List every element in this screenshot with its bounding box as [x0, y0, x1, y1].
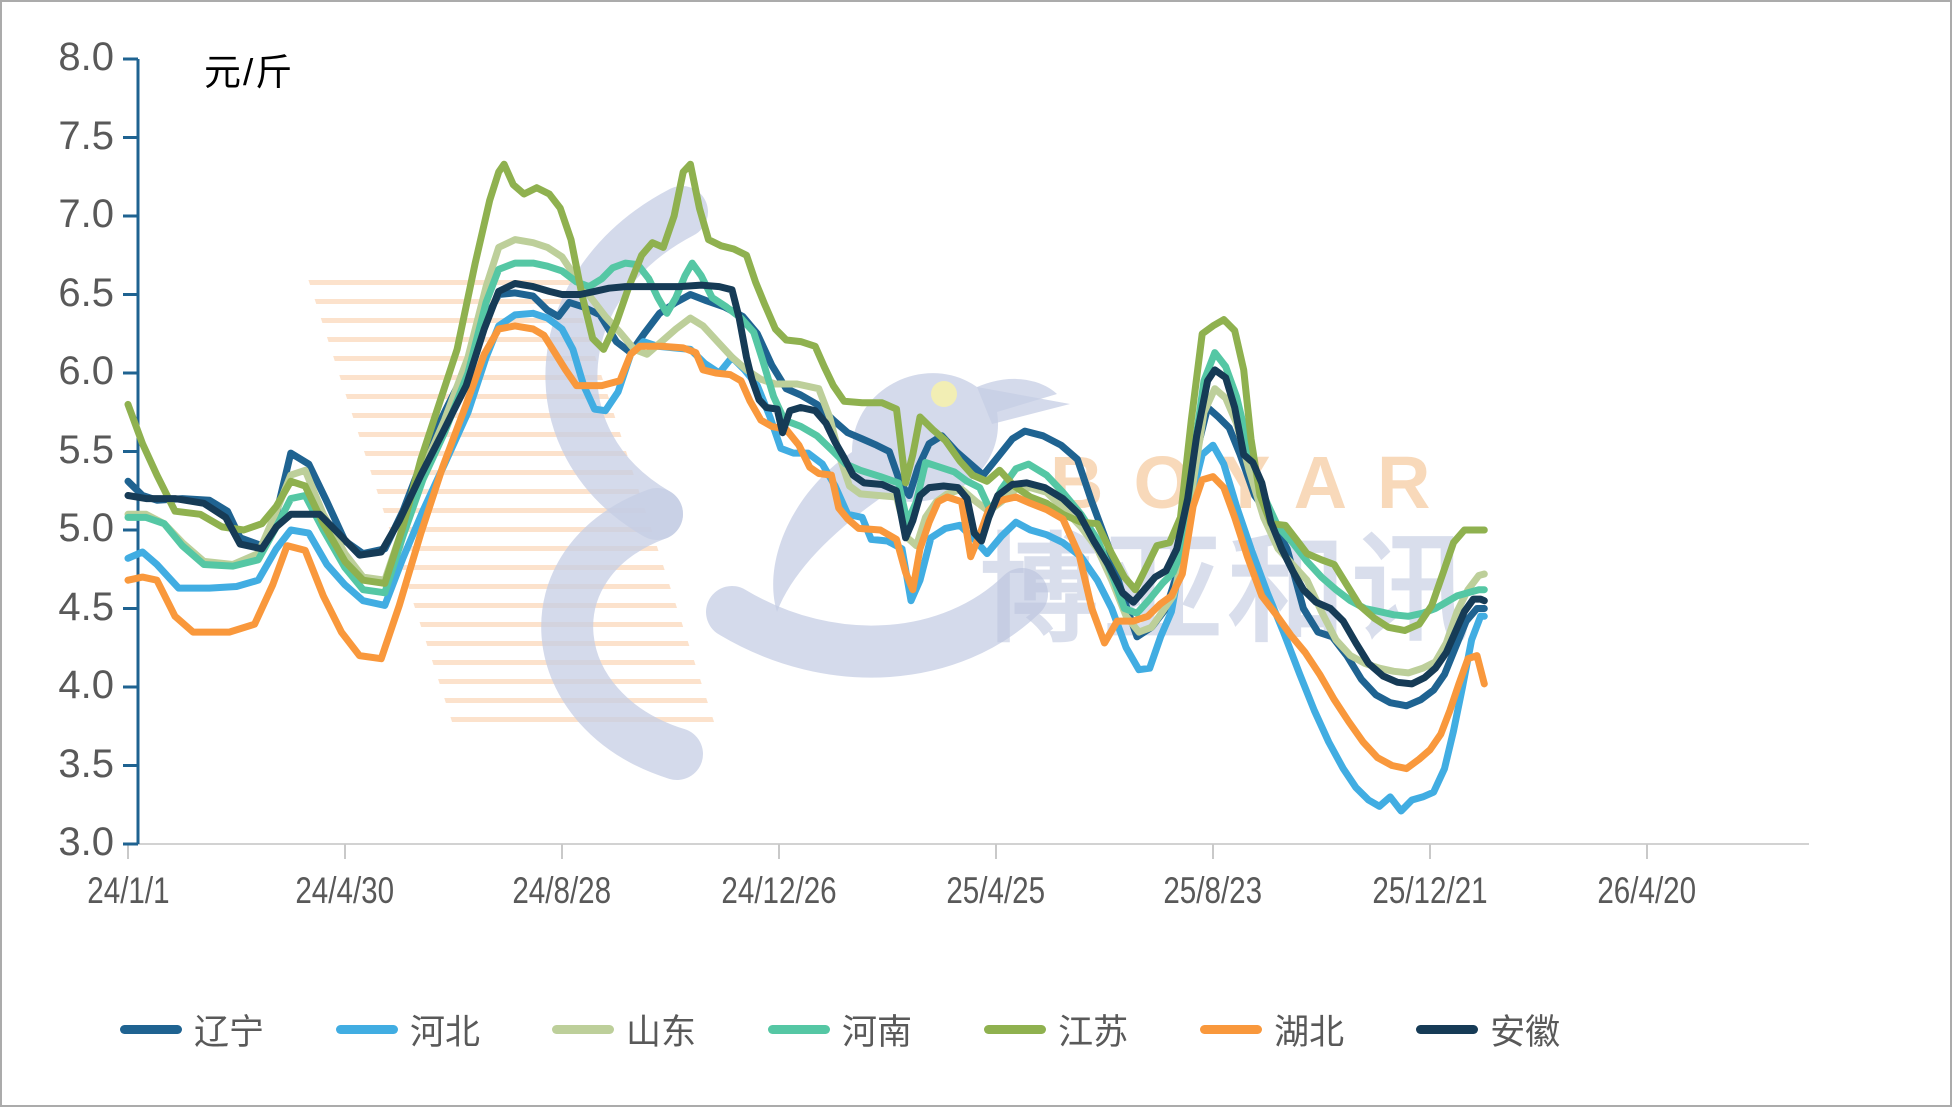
- legend-item-山东: 山东: [552, 1004, 696, 1055]
- legend-swatch: [1416, 1025, 1479, 1034]
- x-axis-tick-label: 24/12/26: [721, 870, 837, 911]
- y-axis-tick-label: 4.0: [58, 663, 114, 707]
- x-axis-tick-label: 26/4/20: [1597, 870, 1697, 911]
- legend-item-辽宁: 辽宁: [120, 1004, 264, 1055]
- y-axis-tick-label: 5.0: [58, 506, 114, 550]
- x-axis-tick-label: 25/8/23: [1163, 870, 1263, 911]
- y-axis-tick-label: 3.5: [58, 741, 114, 786]
- y-axis-tick-label: 6.5: [58, 270, 114, 315]
- legend-label: 河北: [410, 1013, 481, 1052]
- x-axis-tick-label: 25/12/21: [1372, 870, 1488, 911]
- chart-legend: 辽宁 河北 山东 河南 江苏 湖北 安徽: [120, 1004, 1560, 1055]
- legend-swatch: [984, 1025, 1047, 1034]
- legend-item-江苏: 江苏: [984, 1004, 1128, 1055]
- x-axis-tick-label: 24/8/28: [512, 870, 612, 911]
- y-axis-tick-label: 8.0: [58, 35, 114, 79]
- x-axis-tick-label: 24/1/1: [86, 870, 170, 911]
- y-axis-tick-label: 7.5: [58, 113, 114, 158]
- legend-swatch: [1200, 1025, 1263, 1034]
- legend-label: 江苏: [1058, 1013, 1129, 1052]
- x-axis-tick-label: 24/4/30: [295, 870, 395, 911]
- series-line-辽宁: [124, 289, 1488, 710]
- legend-item-河南: 河南: [768, 1004, 912, 1055]
- legend-label: 河南: [842, 1013, 913, 1052]
- y-axis-tick-label: 4.5: [58, 584, 114, 629]
- y-axis-tick-label: 7.0: [58, 192, 114, 236]
- legend-swatch: [768, 1025, 831, 1034]
- y-axis-unit-label: 元/斤: [204, 52, 295, 93]
- series-line-河南: [124, 259, 1488, 620]
- legend-item-湖北: 湖北: [1200, 1004, 1344, 1055]
- legend-item-安徽: 安徽: [1416, 1004, 1560, 1055]
- x-axis-tick-label: 25/4/25: [946, 870, 1046, 911]
- legend-swatch: [552, 1025, 615, 1034]
- legend-label: 辽宁: [194, 1013, 265, 1052]
- legend-swatch: [120, 1025, 182, 1034]
- legend-label: 湖北: [1274, 1013, 1345, 1052]
- y-axis-tick-label: 3.0: [58, 820, 114, 864]
- legend-swatch: [336, 1025, 399, 1034]
- legend-label: 山东: [626, 1013, 697, 1052]
- y-axis-tick-label: 6.0: [58, 349, 114, 393]
- legend-label: 安徽: [1490, 1013, 1561, 1052]
- y-axis-tick-label: 5.5: [58, 427, 114, 472]
- legend-item-河北: 河北: [336, 1004, 480, 1055]
